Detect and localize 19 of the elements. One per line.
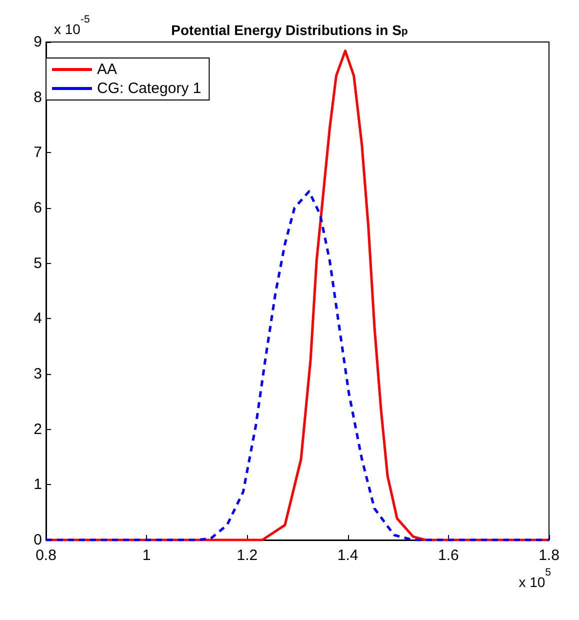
x-tick-label: 0.8 (36, 547, 56, 564)
x-tick-label: 1.6 (438, 547, 459, 564)
x-tick-label: 1.4 (337, 547, 358, 564)
y-tick-label: 0 (34, 532, 42, 548)
y-tick-label: 5 (34, 254, 42, 272)
x-tick-label: 1 (142, 547, 151, 564)
y-tick-label: 6 (34, 200, 42, 216)
y-tick-label: 1 (34, 476, 42, 494)
x-tick-label: 1.2 (236, 547, 258, 564)
y-tick-label: 3 (34, 366, 42, 382)
legend-label: CG: Category 1 (97, 80, 202, 97)
legend-label: AA (97, 61, 118, 78)
x-tick-label: 1.8 (538, 547, 560, 564)
y-tick-label: 9 (34, 34, 42, 50)
y-tick-label: 7 (34, 144, 42, 162)
chart-title: Potential Energy Distributions in Sp (171, 22, 408, 38)
y-tick-label: 4 (34, 310, 42, 328)
y-tick-label: 2 (34, 420, 42, 438)
y-tick-label: 8 (34, 88, 42, 106)
